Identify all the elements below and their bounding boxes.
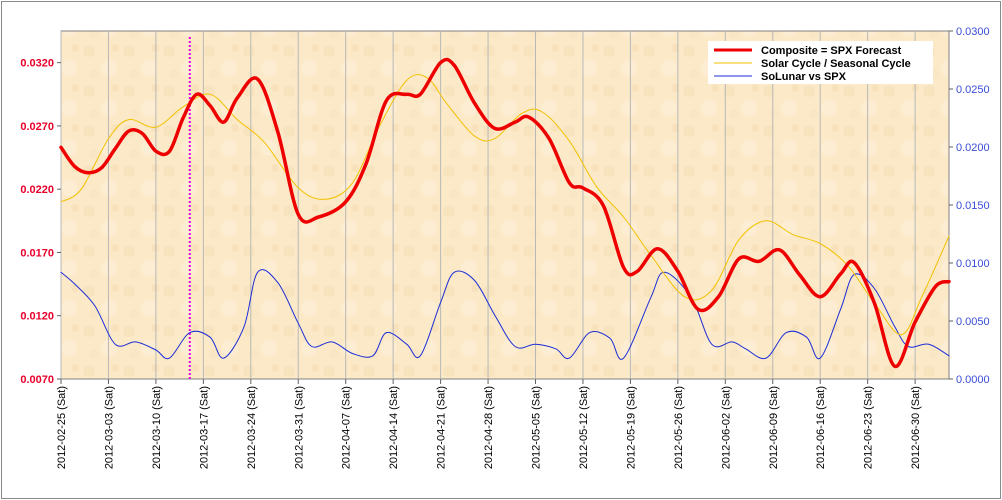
x-tick-label: 2012-02-25 (Sat) xyxy=(56,386,68,469)
series-composite-line xyxy=(59,57,951,369)
x-tick-label: 2012-03-10 (Sat) xyxy=(151,386,163,469)
x-tick-label: 2012-05-12 (Sat) xyxy=(578,386,590,469)
legend-label-solar: Solar Cycle / Seasonal Cycle xyxy=(761,58,911,70)
y-right-tick-label: 0.0000 xyxy=(956,374,990,386)
series-solunar-line xyxy=(60,269,950,360)
x-tick-label: 2012-05-26 (Sat) xyxy=(673,386,685,469)
tick-layer: 2012-02-25 (Sat) 2012-03-03 (Sat) 2012-03-… xyxy=(20,26,989,469)
y-left-tick-label: 0.0170 xyxy=(20,247,54,259)
x-tick-label: 2012-03-31 (Sat) xyxy=(293,386,305,469)
y-left-tick-label: 0.0270 xyxy=(20,121,54,133)
legend: Composite = SPX Forecast Solar Cycle / S… xyxy=(708,41,933,84)
plot-area xyxy=(60,30,950,380)
y-left-tick-label: 0.0320 xyxy=(20,58,54,70)
x-tick-label: 2012-03-17 (Sat) xyxy=(198,386,210,469)
y-left-tick-label: 0.0220 xyxy=(20,184,54,196)
x-tick-label: 2012-06-16 (Sat) xyxy=(815,386,827,469)
legend-label-solunar: SoLunar vs SPX xyxy=(761,71,847,83)
y-left-tick-label: 0.0120 xyxy=(20,311,54,323)
x-tick-label: 2012-06-09 (Sat) xyxy=(768,386,780,469)
y-right-tick-label: 0.0150 xyxy=(956,200,990,212)
x-tick-label: 2012-04-07 (Sat) xyxy=(341,386,353,469)
y-right-tick-label: 0.0050 xyxy=(956,316,990,328)
x-tick-label: 2012-04-14 (Sat) xyxy=(388,386,400,469)
y-right-tick-label: 0.0200 xyxy=(956,142,990,154)
x-tick-label: 2012-06-02 (Sat) xyxy=(720,386,732,469)
y-right-tick-label: 0.0300 xyxy=(956,26,990,38)
legend-label-composite: Composite = SPX Forecast xyxy=(761,45,902,57)
y-left-tick-label: 0.0070 xyxy=(20,374,54,386)
series-layer xyxy=(59,57,951,369)
x-tick-label: 2012-03-24 (Sat) xyxy=(246,386,258,469)
x-tick-label: 2012-04-21 (Sat) xyxy=(436,386,448,469)
x-tick-label: 2012-06-30 (Sat) xyxy=(910,386,922,469)
x-tick-label: 2012-04-28 (Sat) xyxy=(483,386,495,469)
y-right-tick-label: 0.0250 xyxy=(956,84,990,96)
x-tick-label: 2012-05-19 (Sat) xyxy=(625,386,637,469)
grid xyxy=(60,31,916,379)
x-tick-label: 2012-03-03 (Sat) xyxy=(103,386,115,469)
y-right-tick-label: 0.0100 xyxy=(956,258,990,270)
x-tick-label: 2012-05-05 (Sat) xyxy=(531,386,543,469)
x-tick-label: 2012-06-23 (Sat) xyxy=(863,386,875,469)
